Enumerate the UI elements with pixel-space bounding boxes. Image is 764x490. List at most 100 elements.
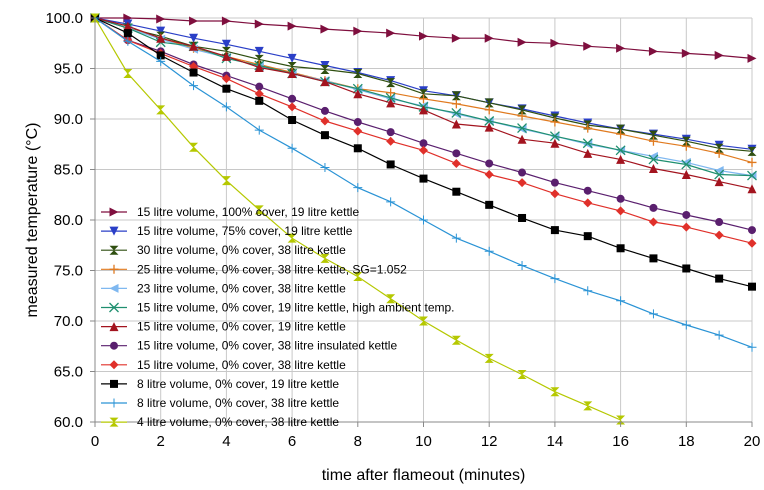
data-point [484,170,494,180]
legend-label: 15 litre volume, 75% cover, 19 litre ket… [137,224,353,238]
data-point [681,136,691,146]
data-point [616,244,625,253]
data-point [517,370,527,380]
data-point [419,215,428,225]
data-point [517,178,527,188]
data-point [320,131,329,140]
data-point [221,39,231,49]
data-point [682,264,691,273]
data-point [616,124,626,134]
data-point [109,264,119,274]
data-point [156,51,165,60]
data-point [90,13,100,23]
data-point [254,46,264,56]
data-point [320,65,330,75]
data-point [109,302,119,313]
data-point [353,89,363,99]
legend-item: 30 litre volume, 0% cover, 38 litre kett… [101,243,346,257]
data-point [550,189,560,199]
data-point [287,53,297,63]
legend-label: 4 litre volume, 0% cover, 38 litre kettl… [137,415,339,429]
data-point [156,33,166,43]
data-point [517,123,528,134]
data-point [484,98,494,108]
data-point [352,83,363,94]
data-point [517,124,527,134]
data-point [419,105,428,115]
data-point [109,283,119,293]
data-point [681,320,691,330]
data-point [419,94,428,104]
data-point [517,260,527,270]
series-7 [90,13,757,194]
data-point [320,106,329,115]
data-point [681,159,692,170]
data-point [419,31,428,41]
data-point [353,272,363,282]
data-point [320,116,330,126]
data-point [320,162,330,172]
y-tick-label: 75.0 [54,263,83,280]
data-point [583,148,593,158]
x-axis-title: time after flameout (minutes) [322,467,526,484]
legend-item: 8 litre volume, 0% cover, 38 litre kettl… [101,396,339,410]
data-point [451,99,461,109]
data-point [221,176,231,186]
data-point [550,113,560,123]
data-point [109,417,119,427]
data-point [714,330,724,340]
data-point [255,96,264,105]
data-point [484,353,494,363]
data-point [714,143,724,153]
data-point [110,379,118,388]
legend-label: 15 litre volume, 100% cover, 19 litre ke… [137,205,359,219]
data-point [287,102,297,112]
y-tick-label: 90.0 [54,111,83,128]
data-point [484,33,494,43]
data-point [419,174,428,183]
data-point [452,149,461,158]
data-point [714,148,724,158]
data-point [288,94,297,103]
data-point [550,274,560,284]
data-point [109,360,119,370]
data-point [649,203,658,212]
data-point [451,109,461,119]
legend-item: 15 litre volume, 0% cover, 38 litre kett… [101,358,346,372]
data-point [386,98,396,108]
legend-item: 15 litre volume, 0% cover, 38 litre insu… [101,339,397,353]
data-point [386,197,396,207]
legend-label: 30 litre volume, 0% cover, 38 litre kett… [137,243,346,257]
data-point [648,163,658,173]
x-tick-label: 16 [612,433,629,450]
data-point [550,138,560,148]
data-point [353,69,363,79]
data-point [222,84,231,93]
data-point [616,296,626,306]
data-point [715,274,724,283]
x-tick-label: 0 [91,433,99,450]
x-tick-label: 14 [547,433,564,450]
data-point [386,88,396,98]
data-point [288,116,297,125]
legend-label: 23 litre volume, 0% cover, 38 litre kett… [137,281,346,295]
x-tick-label: 2 [157,433,165,450]
data-point [583,186,592,195]
data-point [714,177,724,187]
data-point [353,118,362,127]
data-point [451,233,461,243]
data-point [714,169,725,180]
data-point [451,107,462,118]
data-point [123,36,133,46]
data-point [123,29,132,38]
data-point [747,342,757,352]
data-point [254,54,264,64]
legend-item: 15 litre volume, 0% cover, 19 litre kett… [101,301,455,315]
data-point [550,117,560,127]
data-point [254,19,264,29]
data-point [419,139,428,148]
data-point [287,21,297,31]
data-point [681,170,691,180]
axes [90,17,753,427]
